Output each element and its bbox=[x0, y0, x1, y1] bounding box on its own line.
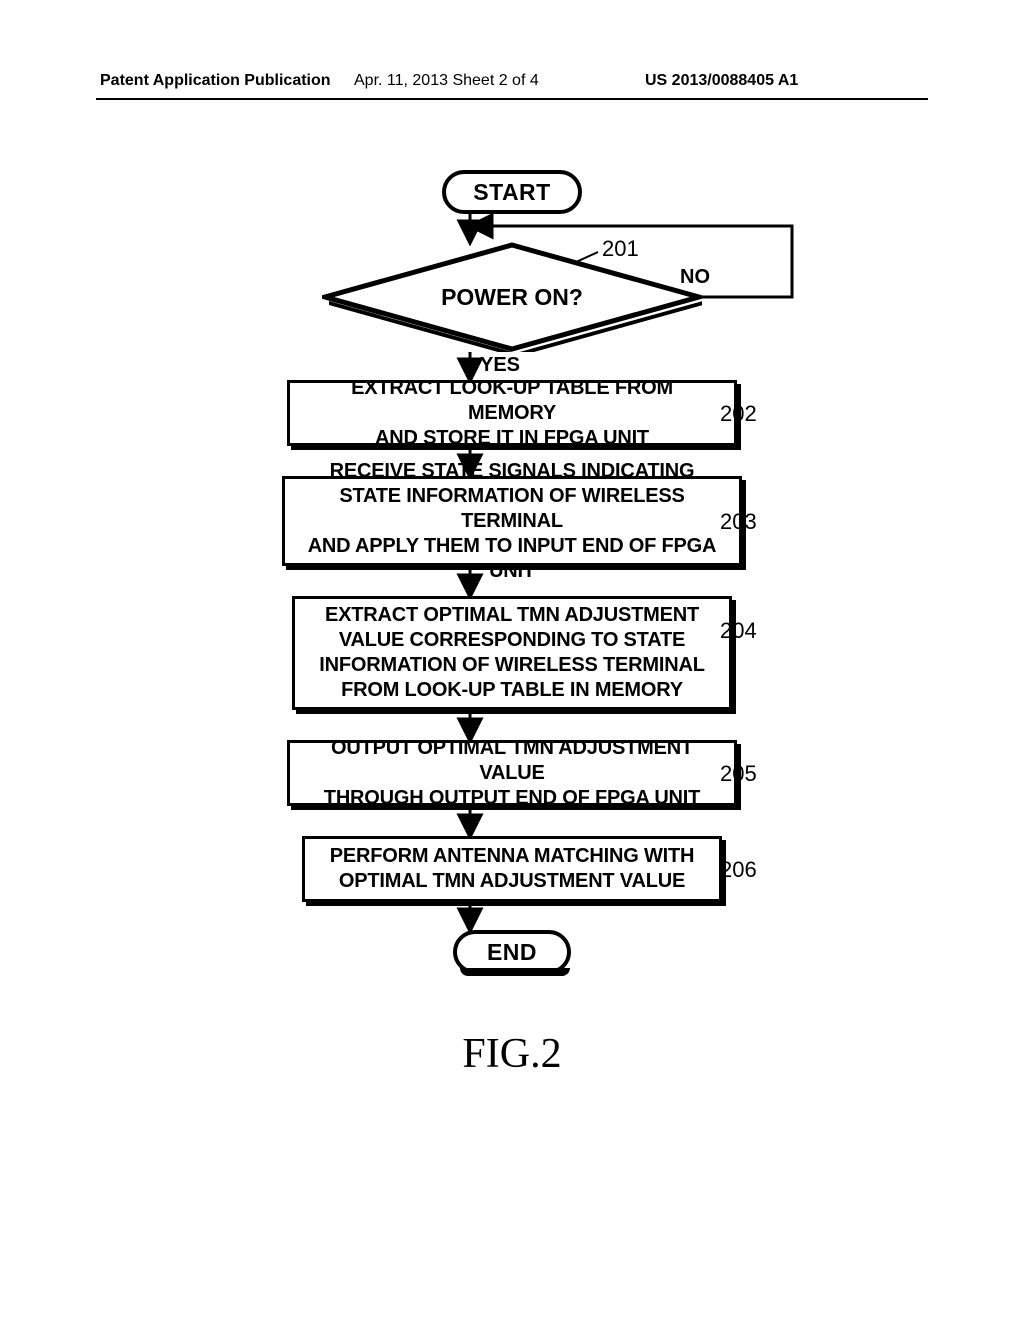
step-206-text: PERFORM ANTENNA MATCHING WITH OPTIMAL TM… bbox=[330, 844, 695, 894]
decision-text: POWER ON? bbox=[441, 284, 583, 310]
header-left: Patent Application Publication bbox=[100, 72, 331, 90]
ref-205: 205 bbox=[720, 761, 757, 787]
step-205-text: OUTPUT OPTIMAL TMN ADJUSTMENT VALUE THRO… bbox=[308, 736, 716, 811]
ref-201: 201 bbox=[602, 236, 639, 262]
step-202: EXTRACT LOOK-UP TABLE FROM MEMORY AND ST… bbox=[287, 380, 737, 446]
page-header: Patent Application Publication Apr. 11, … bbox=[0, 72, 1024, 100]
step-203: RECEIVE STATE SIGNALS INDICATING STATE I… bbox=[282, 476, 742, 566]
figure-caption: FIG.2 bbox=[462, 1030, 561, 1078]
step-202-text: EXTRACT LOOK-UP TABLE FROM MEMORY AND ST… bbox=[308, 376, 716, 451]
ref-202: 202 bbox=[720, 401, 757, 427]
end-label: END bbox=[487, 939, 537, 966]
label-yes: YES bbox=[480, 354, 520, 377]
terminator-end: END bbox=[453, 930, 571, 974]
header-mid: Apr. 11, 2013 Sheet 2 of 4 bbox=[354, 72, 539, 90]
page: Patent Application Publication Apr. 11, … bbox=[0, 0, 1024, 1320]
header-right: US 2013/0088405 A1 bbox=[645, 72, 798, 90]
step-204: EXTRACT OPTIMAL TMN ADJUSTMENT VALUE COR… bbox=[292, 596, 732, 710]
flowchart-canvas: START POWER ON? YES NO 201 EXTRACT LOOK-… bbox=[0, 170, 1024, 1150]
ref-203: 203 bbox=[720, 509, 757, 535]
step-204-text: EXTRACT OPTIMAL TMN ADJUSTMENT VALUE COR… bbox=[319, 603, 704, 703]
step-205: OUTPUT OPTIMAL TMN ADJUSTMENT VALUE THRO… bbox=[287, 740, 737, 806]
step-203-text: RECEIVE STATE SIGNALS INDICATING STATE I… bbox=[303, 459, 721, 584]
decision-power-on: POWER ON? bbox=[322, 242, 702, 352]
terminator-start: START bbox=[442, 170, 582, 214]
ref-204: 204 bbox=[720, 618, 757, 644]
label-no: NO bbox=[680, 266, 710, 289]
ref-206: 206 bbox=[720, 857, 757, 883]
step-206: PERFORM ANTENNA MATCHING WITH OPTIMAL TM… bbox=[302, 836, 722, 902]
header-rule bbox=[96, 98, 928, 100]
start-label: START bbox=[473, 179, 550, 206]
